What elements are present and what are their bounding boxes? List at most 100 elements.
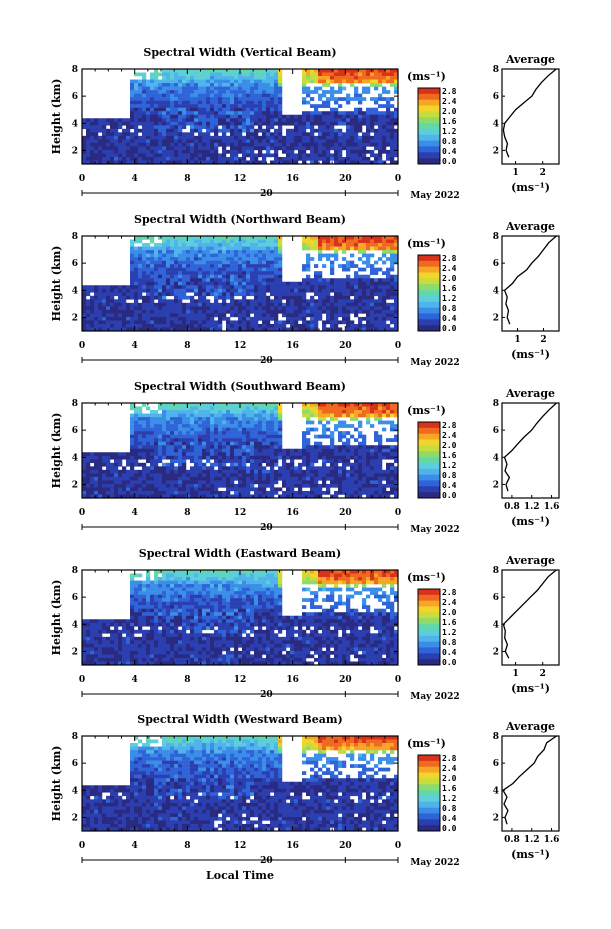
heatmap-cell <box>258 76 263 80</box>
heatmap-cell <box>302 111 307 115</box>
heatmap-cell <box>158 438 163 442</box>
heatmap-cell <box>258 121 263 126</box>
heatmap-cell <box>274 132 279 137</box>
colorbar-swatch <box>418 272 440 279</box>
heatmap-cell <box>274 90 279 94</box>
heatmap-cell <box>154 420 159 425</box>
heatmap-cell <box>318 295 323 300</box>
heatmap-cell <box>258 494 263 499</box>
heatmap-cell <box>174 97 179 101</box>
heatmap-cell <box>162 243 167 247</box>
heatmap-cell <box>230 452 235 457</box>
heatmap-cell <box>310 246 315 251</box>
heatmap-cell <box>386 327 391 332</box>
heatmap-cell <box>370 121 375 126</box>
heatmap-cell <box>346 153 351 158</box>
heatmap-cell <box>394 236 399 240</box>
heatmap-cell <box>262 253 267 258</box>
heatmap-cell <box>146 260 151 265</box>
heatmap-cell <box>246 285 251 290</box>
heatmap-cell <box>190 76 195 80</box>
heatmap-cell <box>202 100 207 105</box>
heatmap-cell <box>126 323 131 328</box>
heatmap-cell <box>322 104 327 108</box>
heatmap-cell <box>118 469 123 474</box>
heatmap-cell <box>282 462 287 467</box>
heatmap-cell <box>230 69 235 73</box>
heatmap-cell <box>318 410 323 414</box>
heatmap-cell <box>250 448 255 453</box>
heatmap-cell <box>242 160 247 165</box>
heatmap-cell <box>338 83 343 87</box>
heatmap-cell <box>230 253 235 258</box>
heatmap-cell <box>138 79 143 84</box>
heatmap-cell <box>282 469 287 474</box>
heatmap-cell <box>150 494 155 499</box>
heatmap-cell <box>214 97 219 101</box>
heatmap-cell <box>114 292 119 297</box>
heatmap-cell <box>158 132 163 137</box>
heatmap-cell <box>194 323 199 328</box>
heatmap-cell <box>274 306 279 311</box>
heatmap-cell <box>358 323 363 328</box>
heatmap-cell <box>322 128 327 133</box>
colorbar-unit: (ms⁻¹) <box>407 70 446 83</box>
heatmap-cell <box>162 107 167 112</box>
heatmap-cell <box>202 104 207 108</box>
heatmap-cell <box>314 135 319 140</box>
heatmap-cell <box>90 320 95 325</box>
heatmap-cell <box>194 128 199 133</box>
heatmap-cell <box>394 313 399 318</box>
heatmap-cell <box>230 427 235 432</box>
heatmap-cell <box>162 142 167 147</box>
heatmap-cell <box>322 93 327 98</box>
heatmap-cell <box>190 285 195 290</box>
heatmap-cell <box>210 139 215 144</box>
heatmap-cell <box>246 243 251 247</box>
heatmap-cell <box>170 125 175 130</box>
heatmap-cell <box>190 69 195 73</box>
heatmap-cell <box>310 128 315 133</box>
heatmap-cell <box>330 121 335 126</box>
heatmap-cell <box>302 128 307 133</box>
heatmap-cell <box>382 135 387 140</box>
heatmap-cell <box>166 452 171 457</box>
heatmap-cell <box>166 125 171 130</box>
heatmap-cell <box>170 274 175 279</box>
heatmap-cell <box>258 79 263 84</box>
heatmap-cell <box>202 302 207 307</box>
heatmap-cell <box>174 156 179 161</box>
heatmap-cell <box>118 452 123 457</box>
heatmap-cell <box>162 72 167 77</box>
heatmap-cell <box>214 476 219 481</box>
heatmap-cell <box>126 313 131 318</box>
heatmap-cell <box>182 278 187 282</box>
heatmap-cell <box>210 246 215 251</box>
heatmap-cell <box>318 445 323 449</box>
heatmap-cell <box>142 72 147 77</box>
heatmap-cell <box>374 69 379 73</box>
heatmap-cell <box>366 236 371 240</box>
heatmap-cell <box>178 132 183 137</box>
heatmap-cell <box>302 302 307 307</box>
heatmap-cell <box>170 243 175 247</box>
heatmap-cell <box>226 306 231 311</box>
heatmap-cell <box>298 302 303 307</box>
heatmap-cell <box>338 128 343 133</box>
colorbar-swatch <box>418 284 440 291</box>
heatmap-cell <box>202 438 207 442</box>
heatmap-cell <box>294 455 299 460</box>
heatmap-cell <box>262 413 267 418</box>
heatmap-cell <box>226 114 231 119</box>
heatmap-cell <box>166 434 171 439</box>
heatmap-cell <box>202 469 207 474</box>
heatmap-cell <box>214 132 219 137</box>
heatmap-cell <box>326 246 331 251</box>
heatmap-cell <box>138 114 143 119</box>
heatmap-cell <box>206 160 211 165</box>
heatmap-cell <box>222 93 227 98</box>
heatmap-cell <box>210 438 215 442</box>
heatmap-cell <box>190 494 195 499</box>
heatmap-cell <box>138 316 143 321</box>
heatmap-cell <box>358 114 363 119</box>
